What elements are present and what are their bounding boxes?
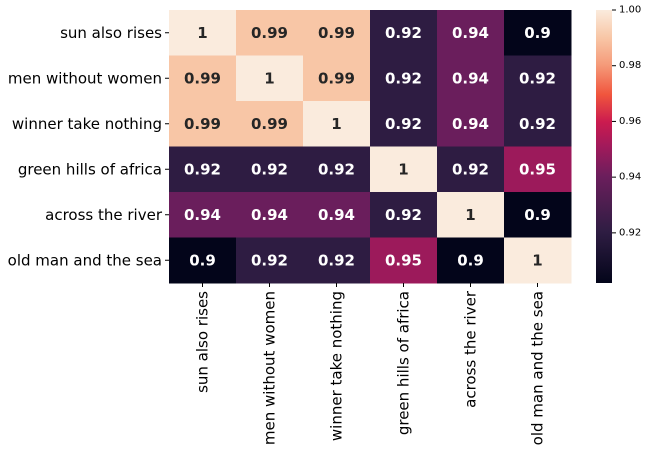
heatmap-cell — [236, 55, 304, 102]
cell-value-label: 0.92 — [184, 160, 221, 178]
heatmap-cell — [370, 101, 438, 147]
cell-value-label: 0.92 — [519, 69, 556, 87]
heatmap-cell — [504, 10, 572, 56]
heatmap-cell — [370, 55, 438, 102]
heatmap-cell — [303, 237, 371, 284]
x-tick-label: sun also rises — [194, 291, 212, 393]
cell-value-label: 1 — [465, 206, 475, 224]
y-tick-label: sun also rises — [60, 24, 162, 42]
heatmap-cell — [236, 146, 304, 193]
cell-value-label: 0.99 — [318, 24, 355, 42]
cell-value-label: 0.99 — [251, 24, 288, 42]
heatmap-cell — [169, 192, 237, 238]
cell-value-label: 0.99 — [318, 69, 355, 87]
cell-value-label: 0.92 — [385, 69, 422, 87]
heatmap-cell — [437, 237, 505, 284]
heatmap-cell — [370, 237, 438, 284]
heatmap-cell — [169, 146, 237, 193]
heatmap-cell — [169, 237, 237, 284]
colorbar-tick-label: 0.98 — [619, 60, 641, 71]
y-axis-tick-labels: sun also rises men without women winner ta… — [8, 24, 169, 269]
heatmap-cell — [303, 10, 371, 56]
heatmap-cell — [169, 101, 237, 147]
heatmap-cell — [303, 192, 371, 238]
heatmap-cell — [236, 101, 304, 147]
cell-value-label: 1 — [264, 69, 274, 87]
heatmap-cell — [236, 237, 304, 284]
x-tick-label: across the river — [462, 290, 480, 408]
heatmap-cell — [437, 192, 505, 238]
heatmap-cell — [370, 192, 438, 238]
heatmap-cell — [370, 10, 438, 56]
heatmap-cell — [303, 146, 371, 193]
heatmap-cell — [169, 55, 237, 102]
heatmap-cell — [504, 55, 572, 102]
heatmap-cell — [437, 55, 505, 102]
colorbar-ticks: 0.92 0.94 0.96 0.98 1.00 — [612, 5, 641, 238]
cell-value-label: 0.99 — [251, 115, 288, 133]
colorbar-tick-label: 0.92 — [619, 227, 641, 238]
cell-value-label: 0.92 — [385, 206, 422, 224]
cell-value-label: 1 — [331, 115, 341, 133]
colorbar-tick-label: 1.00 — [619, 5, 641, 16]
cell-value-label: 0.9 — [524, 206, 551, 224]
heatmap-cell — [504, 237, 572, 284]
heatmap-cell — [437, 101, 505, 147]
heatmap-cell — [370, 146, 438, 193]
cell-value-label: 0.92 — [251, 251, 288, 269]
cell-value-label: 0.94 — [452, 115, 489, 133]
cell-value-label: 1 — [197, 24, 207, 42]
x-tick-label: winner take nothing — [328, 291, 346, 441]
heatmap-cell — [303, 101, 371, 147]
colorbar-tick-label: 0.94 — [619, 172, 641, 183]
heatmap-cell — [437, 10, 505, 56]
cell-value-label: 0.95 — [519, 160, 556, 178]
cell-value-label: 1 — [398, 160, 408, 178]
heatmap-cell — [236, 192, 304, 238]
colorbar-tick-label: 0.96 — [619, 116, 641, 127]
cell-value-label: 0.94 — [184, 206, 221, 224]
colorbar-gradient — [596, 10, 612, 283]
heatmap-cell — [504, 146, 572, 193]
cell-value-label: 0.92 — [318, 160, 355, 178]
heatmap-cell — [504, 192, 572, 238]
x-axis-tick-labels: sun also rises men without women winner ta… — [194, 283, 547, 445]
cell-value-label: 0.95 — [385, 251, 422, 269]
y-tick-label: across the river — [45, 206, 163, 224]
cell-value-label: 0.92 — [318, 251, 355, 269]
heatmap-cells — [169, 10, 572, 284]
y-tick-label: men without women — [8, 69, 162, 87]
cell-value-label: 0.92 — [452, 160, 489, 178]
cell-value-label: 0.94 — [318, 206, 355, 224]
heatmap-cell — [504, 101, 572, 147]
x-tick-label: old man and the sea — [529, 291, 547, 445]
cell-value-label: 0.92 — [385, 115, 422, 133]
y-tick-label: old man and the sea — [8, 251, 162, 269]
heatmap-cell — [303, 55, 371, 102]
cell-value-label: 0.99 — [184, 115, 221, 133]
colorbar: 0.92 0.94 0.96 0.98 1.00 — [596, 5, 641, 283]
x-tick-label: green hills of africa — [395, 291, 413, 435]
cell-value-label: 0.9 — [524, 24, 551, 42]
cell-value-label: 0.9 — [189, 251, 216, 269]
y-tick-label: winner take nothing — [12, 115, 162, 133]
heatmap-cell — [169, 10, 237, 56]
cell-value-label: 0.94 — [452, 24, 489, 42]
cell-value-label: 1 — [532, 251, 542, 269]
cell-value-label: 0.94 — [251, 206, 288, 224]
x-tick-label: men without women — [261, 291, 279, 445]
cell-value-label: 0.92 — [519, 115, 556, 133]
heatmap-cell-labels: 1 0.99 0.99 0.92 0.94 0.9 0.99 1 0.99 0.92 0.94 0.9… — [184, 24, 556, 270]
cell-value-label: 0.99 — [184, 69, 221, 87]
cell-value-label: 0.92 — [385, 24, 422, 42]
cell-value-label: 0.92 — [251, 160, 288, 178]
heatmap-cell — [236, 10, 304, 56]
cell-value-label: 0.9 — [457, 251, 484, 269]
heatmap-cell — [437, 146, 505, 193]
cell-value-label: 0.94 — [452, 69, 489, 87]
y-tick-label: green hills of africa — [18, 160, 162, 178]
